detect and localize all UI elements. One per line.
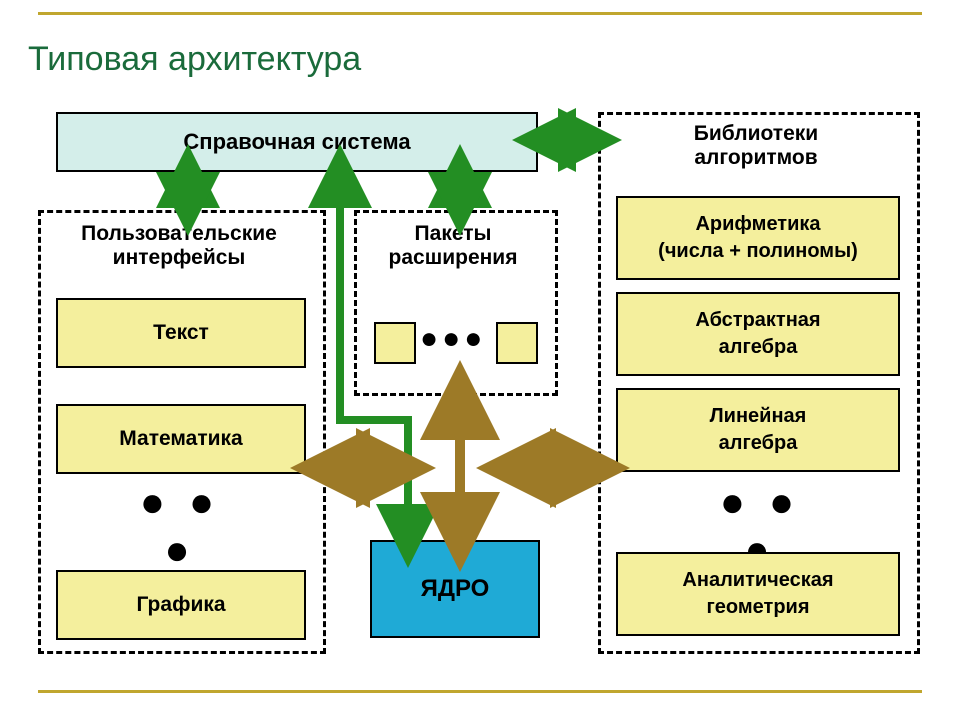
core-box: ЯДРО [370, 540, 540, 638]
ext-group-title: Пакетырасширения [354, 222, 552, 270]
ext-tiny-2 [496, 322, 538, 364]
lib-group-title-text: Библиотекиалгоритмов [694, 122, 818, 169]
slide-footer-line [38, 690, 922, 693]
ui-item-graphics: Графика [56, 570, 306, 640]
lib-item-abstract: Абстрактнаяалгебра [616, 292, 900, 376]
ext-group-title-text: Пакетырасширения [389, 222, 518, 269]
ui-ellipsis: ● ● ● [120, 478, 240, 574]
slide-accent-line [38, 12, 922, 15]
ext-tiny-1 [374, 322, 416, 364]
lib-group-title: Библиотекиалгоритмов [598, 122, 914, 170]
ui-item-graphics-label: Графика [136, 591, 225, 619]
lib-item-arith-label: Арифметика(числа + полиномы) [658, 211, 858, 265]
ui-group-title-text: Пользовательскиеинтерфейсы [81, 222, 277, 269]
ui-item-math-label: Математика [119, 425, 242, 453]
slide-title: Типовая архитектура [28, 40, 361, 79]
lib-item-abstract-label: Абстрактнаяалгебра [695, 307, 820, 361]
ui-item-text-label: Текст [153, 319, 209, 347]
lib-item-geom: Аналитическаягеометрия [616, 552, 900, 636]
lib-item-geom-label: Аналитическаягеометрия [682, 567, 833, 621]
lib-item-linear-label: Линейнаяалгебра [710, 403, 807, 457]
architecture-diagram: Типовая архитектура Справочная система П… [0, 0, 960, 720]
ui-item-math: Математика [56, 404, 306, 474]
lib-item-linear: Линейнаяалгебра [616, 388, 900, 472]
help-system-label: Справочная система [183, 127, 410, 157]
ext-ellipsis: ●●● [420, 322, 486, 356]
ui-item-text: Текст [56, 298, 306, 368]
core-label: ЯДРО [421, 573, 490, 605]
help-system-box: Справочная система [56, 112, 538, 172]
lib-item-arith: Арифметика(числа + полиномы) [616, 196, 900, 280]
ui-group-title: Пользовательскиеинтерфейсы [38, 222, 320, 270]
